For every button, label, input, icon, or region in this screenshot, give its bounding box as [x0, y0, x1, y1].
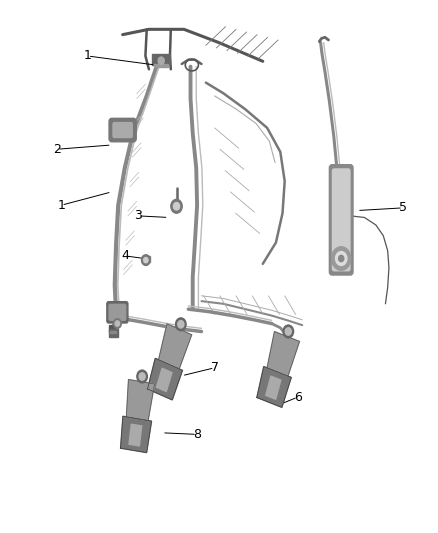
Polygon shape	[159, 324, 192, 369]
Polygon shape	[156, 368, 172, 392]
Polygon shape	[127, 379, 155, 421]
FancyBboxPatch shape	[329, 165, 353, 275]
Circle shape	[173, 203, 180, 210]
Text: 7: 7	[211, 361, 219, 374]
Bar	[142, 256, 150, 262]
Bar	[110, 331, 116, 333]
Polygon shape	[129, 424, 142, 446]
Polygon shape	[148, 358, 183, 400]
FancyBboxPatch shape	[107, 302, 128, 323]
Circle shape	[158, 57, 164, 64]
Bar	[109, 325, 117, 332]
Bar	[152, 54, 170, 65]
Circle shape	[332, 247, 351, 270]
Text: 3: 3	[134, 209, 142, 222]
Text: 5: 5	[399, 201, 407, 214]
Circle shape	[139, 373, 145, 380]
Polygon shape	[120, 416, 152, 453]
Text: 1: 1	[57, 199, 65, 212]
Text: 4: 4	[121, 249, 129, 262]
Polygon shape	[257, 367, 291, 407]
FancyBboxPatch shape	[113, 123, 132, 138]
Circle shape	[336, 252, 347, 265]
Bar	[154, 64, 168, 67]
Circle shape	[144, 257, 148, 263]
Circle shape	[141, 255, 150, 265]
FancyBboxPatch shape	[109, 118, 136, 142]
FancyBboxPatch shape	[109, 304, 126, 320]
Polygon shape	[266, 376, 281, 399]
Text: 1: 1	[84, 50, 92, 62]
Circle shape	[285, 328, 291, 335]
Text: 2: 2	[53, 143, 61, 156]
FancyBboxPatch shape	[332, 169, 350, 271]
Circle shape	[113, 319, 121, 328]
Text: 8: 8	[193, 428, 201, 441]
Circle shape	[283, 325, 293, 338]
Circle shape	[115, 321, 120, 326]
Circle shape	[137, 370, 147, 383]
Polygon shape	[267, 332, 300, 376]
Bar	[109, 329, 118, 337]
Circle shape	[176, 318, 186, 330]
Circle shape	[339, 255, 344, 262]
Circle shape	[171, 199, 182, 213]
Text: 6: 6	[294, 391, 302, 403]
Circle shape	[178, 320, 184, 328]
